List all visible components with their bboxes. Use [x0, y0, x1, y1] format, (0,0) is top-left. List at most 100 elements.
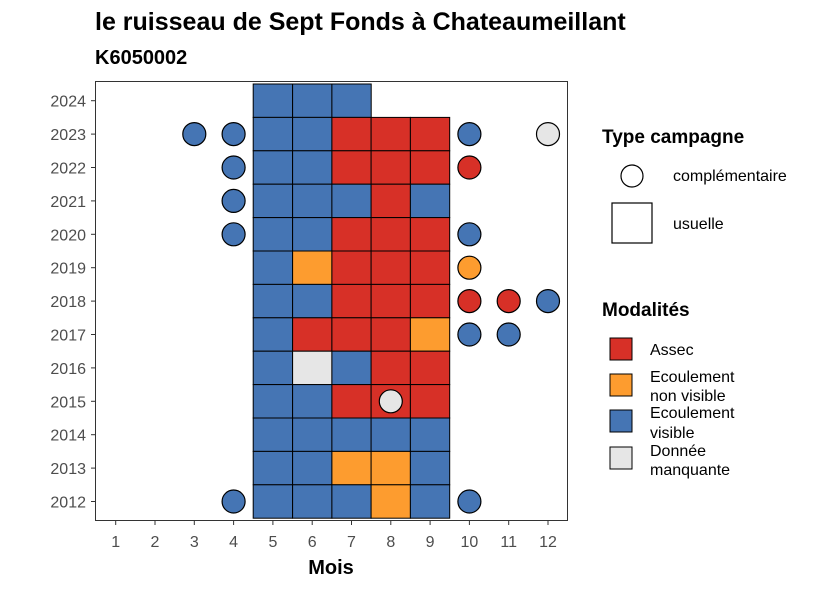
legend-type-title: Type campagne: [602, 127, 744, 148]
point-2020-4: [221, 222, 246, 247]
plot-area: [95, 81, 568, 521]
tile-2013-8: [370, 450, 411, 486]
tile-2020-5: [252, 217, 293, 252]
legend-square-symbol: [611, 202, 653, 244]
chart-title: le ruisseau de Sept Fonds à Chateaumeill…: [95, 8, 626, 36]
legend-type-label-complementaire: complémentaire: [673, 168, 787, 185]
legend-key-assec: [609, 337, 633, 361]
x-tick-label-12: 12: [539, 534, 557, 551]
tile-2015-9: [409, 384, 451, 419]
x-axis: 1 2 3 4 5 6 7 8 9 10 11 12: [111, 520, 557, 551]
legend-type-label-usuelle: usuelle: [673, 216, 724, 233]
tile-2012-8: [370, 484, 411, 519]
tile-2023-9: [409, 116, 451, 152]
y-tick-label-2018: 2018: [50, 294, 86, 311]
chart-subtitle: K6050002: [95, 47, 187, 69]
tile-2015-6: [292, 384, 333, 419]
point-2017-11: [496, 322, 521, 347]
y-tick-label-2023: 2023: [50, 127, 86, 144]
tile-2012-7: [331, 484, 372, 519]
point-2015-8: [378, 389, 403, 414]
x-tick-label-4: 4: [229, 534, 238, 551]
point-2020-10: [457, 222, 482, 247]
point-2023-12: [535, 122, 561, 147]
x-tick-label-2: 2: [151, 534, 160, 551]
tile-2012-5: [252, 484, 293, 519]
legend-label-donnee-manquante-line2: manquante: [650, 462, 730, 479]
tile-2016-7: [331, 350, 372, 386]
tile-2020-7: [331, 217, 372, 252]
points-layer: [182, 122, 561, 514]
x-tick-label-11: 11: [500, 534, 517, 551]
tile-2021-9: [409, 183, 451, 219]
tile-2022-8: [370, 150, 411, 185]
tile-2019-6: [292, 250, 333, 285]
tile-2017-6: [292, 317, 333, 352]
tile-2015-5: [252, 384, 293, 419]
y-tick-label-2012: 2012: [50, 495, 86, 512]
tile-2018-5: [252, 283, 293, 319]
tile-2017-7: [331, 317, 372, 352]
point-2012-10: [457, 489, 482, 514]
tile-2018-7: [331, 283, 372, 319]
tile-2019-9: [409, 250, 451, 285]
tile-2013-5: [252, 450, 293, 486]
legend-label-ecoulement-visible-line2: visible: [650, 425, 695, 442]
tile-2023-8: [370, 116, 411, 152]
point-2018-11: [496, 289, 521, 314]
tile-2013-9: [409, 450, 451, 486]
tile-2020-8: [370, 217, 411, 252]
y-tick-label-2020: 2020: [50, 227, 86, 244]
tile-2014-8: [370, 417, 411, 452]
y-tick-label-2021: 2021: [50, 194, 86, 211]
y-tick-label-2013: 2013: [50, 461, 86, 478]
point-2021-4: [221, 188, 246, 213]
tiles-layer: [252, 83, 451, 519]
tile-2023-5: [252, 116, 293, 152]
tile-2020-6: [292, 217, 333, 252]
point-2017-10: [457, 322, 482, 347]
legend-key-ecoulement-non-visible: [609, 373, 633, 397]
y-tick-label-2016: 2016: [50, 361, 86, 378]
legend-key-donnee-manquante: [609, 446, 633, 470]
tile-2019-5: [252, 250, 293, 285]
point-2018-10: [457, 289, 482, 314]
tile-2017-9: [409, 317, 451, 352]
legend-type-campagne: Type campagne complémentaire usuelle: [602, 127, 787, 244]
tile-2014-6: [292, 417, 333, 452]
x-tick-label-10: 10: [461, 534, 479, 551]
legend-circle-symbol: [620, 164, 644, 188]
legend-label-assec: Assec: [650, 342, 694, 359]
tile-2016-5: [252, 350, 293, 386]
tile-2019-7: [331, 250, 372, 285]
tile-2023-6: [292, 116, 333, 152]
legend-label-ecoulement-visible-line1: Ecoulement: [650, 405, 735, 422]
point-2023-4: [221, 122, 246, 147]
tile-2013-6: [292, 450, 333, 486]
tile-2017-8: [370, 317, 411, 352]
y-tick-label-2017: 2017: [50, 328, 86, 345]
point-2012-4: [221, 489, 246, 514]
y-axis: 2012 2013 2014 2015 2016 2017 2018 2019 2020 2021…: [50, 94, 96, 512]
x-tick-label-9: 9: [426, 534, 435, 551]
legend-label-ecoulement-non-visible-line1: Ecoulement: [650, 369, 735, 386]
y-tick-label-2014: 2014: [50, 428, 86, 445]
tile-2022-6: [292, 150, 333, 185]
tile-2012-9: [409, 484, 451, 519]
x-tick-label-3: 3: [190, 534, 199, 551]
tile-2021-8: [370, 183, 411, 219]
tile-2013-7: [331, 450, 372, 486]
tile-2024-7: [331, 83, 372, 118]
legend-modalites-title: Modalités: [602, 300, 690, 321]
point-2022-4: [221, 155, 246, 180]
legend-modalites: Modalités Assec Ecoulement non visible E…: [602, 300, 735, 479]
tile-2014-5: [252, 417, 293, 452]
y-tick-label-2015: 2015: [50, 394, 86, 411]
point-2023-3: [182, 122, 207, 147]
tile-2016-8: [370, 350, 411, 386]
tile-2020-9: [409, 217, 451, 252]
legend-label-donnee-manquante-line1: Donnée: [650, 443, 706, 460]
tile-2012-6: [292, 484, 333, 519]
y-tick-label-2019: 2019: [50, 261, 86, 278]
